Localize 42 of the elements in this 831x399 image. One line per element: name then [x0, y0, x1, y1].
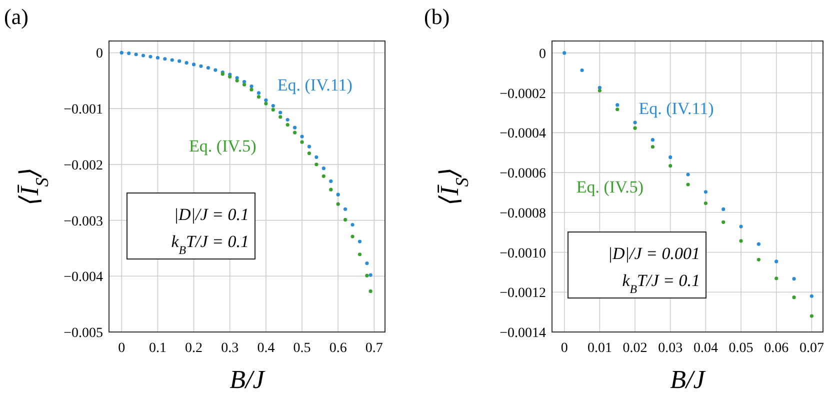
x-tick-label: 0.4 [257, 341, 275, 356]
y-tick-label: −0.0010 [500, 246, 546, 262]
x-axis-title: B/J [230, 365, 266, 394]
x-axis-title: B/J [670, 365, 706, 394]
y-tick-label: 0 [539, 46, 546, 62]
series-label: Eq. (IV.11) [277, 75, 352, 94]
annotation: k$_{B}$T/J = 0.1 [171, 232, 249, 257]
x-tick-label: 0 [118, 341, 126, 356]
y-tick-label: −0.0008 [500, 206, 546, 222]
y-tick-label: −0.004 [64, 270, 103, 286]
x-tick-label: 0.3 [221, 341, 239, 356]
chart-title: (a) [4, 4, 28, 29]
y-tick-label: −0.005 [64, 326, 103, 341]
annotation: |D|/J = 0.1 [174, 205, 249, 224]
y-tick-label: −0.003 [64, 214, 103, 230]
x-tick-label: 0.6 [329, 341, 347, 356]
x-tick-label: 0.5 [293, 341, 311, 356]
x-tick-label: 0.05 [728, 341, 754, 356]
x-tick-label: 0.2 [185, 341, 203, 356]
x-tick-label: 0.04 [693, 341, 718, 356]
y-tick-label: −0.0014 [500, 326, 546, 341]
y-tick-label: −0.0004 [500, 126, 546, 142]
series-label: Eq. (IV.11) [638, 98, 714, 118]
y-tick-label: −0.002 [64, 158, 103, 174]
x-tick-label: 0.07 [799, 341, 824, 356]
x-tick-label: 0.02 [622, 341, 648, 356]
y-tick-label: −0.0006 [500, 166, 546, 182]
annotation: |D|/J = 0.001 [608, 244, 700, 263]
x-tick-label: 0.01 [587, 341, 612, 356]
x-tick-label: 0.1 [148, 341, 166, 356]
annotation: k$_{B}$T/J = 0.1 [622, 271, 700, 296]
chart-title: (b) [424, 4, 450, 29]
y-tick-label: −0.0002 [500, 86, 546, 102]
x-tick-label: 0.06 [764, 341, 789, 356]
y-tick-label: −0.0012 [500, 286, 546, 302]
y-tick-label: 0 [96, 46, 103, 62]
x-tick-label: 0 [560, 341, 568, 356]
x-tick-label: 0.03 [658, 341, 683, 356]
series-label: Eq. (IV.5) [576, 177, 644, 196]
x-tick-label: 0.7 [365, 341, 383, 356]
series-label: Eq. (IV.5) [189, 136, 256, 156]
y-tick-label: −0.001 [64, 102, 103, 118]
